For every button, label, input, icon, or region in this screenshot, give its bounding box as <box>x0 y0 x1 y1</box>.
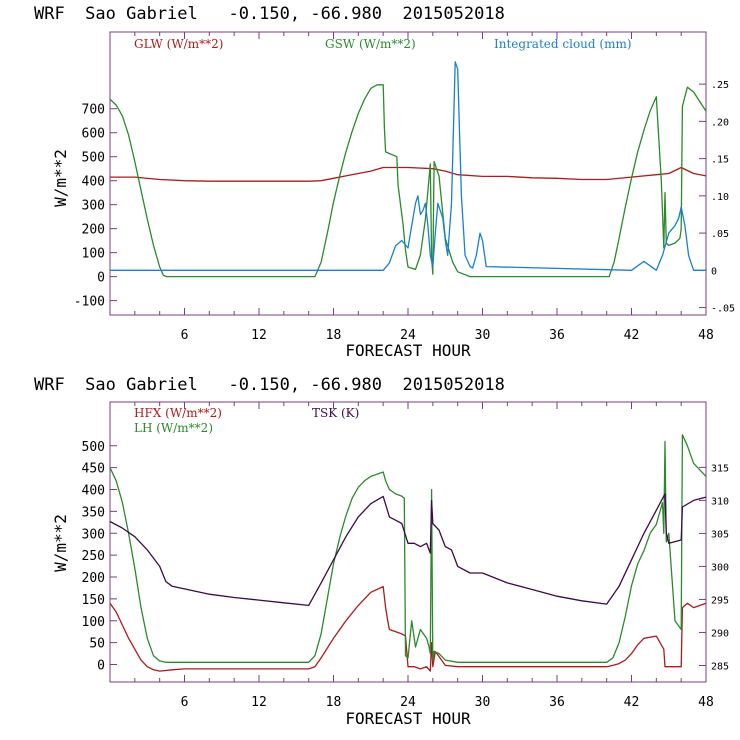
y-tick-label: -100 <box>74 295 105 310</box>
chart-2-y-right-ticks: 285 290 295 300 305 310 315 <box>699 463 729 672</box>
panel-2: WRF Sao Gabriel -0.150, -66.980 20150520… <box>34 375 729 728</box>
y-right-tick-label: .15 <box>711 155 729 166</box>
series-line-gsw <box>109 84 707 278</box>
y-tick-label: 500 <box>82 151 105 166</box>
series-line-tsk <box>109 493 707 607</box>
chart-1-y-axis-label: W/m**2 <box>51 149 70 207</box>
chart-2-legend-tsk: TSK (K) <box>312 406 359 420</box>
x-tick-label: 24 <box>400 695 416 710</box>
chart-2-title: WRF Sao Gabriel -0.150, -66.980 20150520… <box>34 375 505 395</box>
chart-1-title: WRF Sao Gabriel -0.150, -66.980 20150520… <box>34 4 505 24</box>
series-line-integrated <box>110 61 706 271</box>
y-right-tick-label: 310 <box>711 496 729 507</box>
y-right-tick-label: .25 <box>711 80 729 91</box>
chart-1-x-axis-label: FORECAST HOUR <box>345 341 471 360</box>
chart-1-series <box>109 61 707 278</box>
x-tick-label: 30 <box>475 695 491 710</box>
chart-1-plot-frame <box>109 31 707 316</box>
y-tick-label: 100 <box>82 247 105 262</box>
y-right-tick-label: 305 <box>711 529 729 540</box>
chart-2-x-ticks: 6 12 18 24 30 36 42 48 <box>134 402 714 710</box>
panel-1: WRF Sao Gabriel -0.150, -66.980 20150520… <box>34 4 735 360</box>
chart-1-legend-cloud: Integrated cloud (mm) <box>494 37 632 51</box>
chart-1-legend-glw: GLW (W/m**2) <box>134 37 223 51</box>
chart-1-y-right-ticks: -.05 0 .05 .10 .15 .20 .25 <box>699 80 735 315</box>
y-right-tick-label: -.05 <box>711 304 735 315</box>
series-line-glw <box>110 166 707 182</box>
y-tick-label: 150 <box>82 593 105 608</box>
series-line-lh <box>109 434 707 663</box>
y-tick-label: 300 <box>82 527 105 542</box>
x-tick-label: 42 <box>624 695 640 710</box>
y-tick-label: 250 <box>82 549 105 564</box>
y-tick-label: 200 <box>82 223 105 238</box>
chart-1-x-ticks: 6 12 18 24 30 36 42 48 <box>134 32 714 343</box>
y-right-tick-label: 315 <box>711 463 729 474</box>
chart-1-y-ticks: -100 0 100 200 300 400 500 600 700 <box>74 103 117 310</box>
y-tick-label: 300 <box>82 199 105 214</box>
chart-1-legend-gsw: GSW (W/m**2) <box>325 37 416 51</box>
series-line-hfx <box>109 585 707 672</box>
x-tick-label: 6 <box>181 328 189 343</box>
chart-2-x-axis-label: FORECAST HOUR <box>345 709 471 728</box>
chart-2-legend-lh: LH (W/m**2) <box>134 421 213 435</box>
y-right-tick-label: 0 <box>711 266 717 277</box>
y-tick-label: 0 <box>97 271 105 286</box>
y-tick-label: 700 <box>82 103 105 118</box>
y-right-tick-label: 285 <box>711 661 729 672</box>
y-tick-label: 400 <box>82 484 105 499</box>
y-tick-label: 0 <box>97 659 105 674</box>
x-tick-label: 12 <box>251 328 267 343</box>
x-tick-label: 42 <box>624 328 640 343</box>
x-tick-label: 6 <box>181 695 189 710</box>
y-right-tick-label: 300 <box>711 562 729 573</box>
y-right-tick-label: 295 <box>711 595 729 606</box>
y-right-tick-label: .05 <box>711 229 729 240</box>
x-tick-label: 48 <box>698 328 714 343</box>
chart-2-legend-hfx: HFX (W/m**2) <box>134 406 222 420</box>
x-tick-label: 30 <box>475 328 491 343</box>
x-tick-label: 18 <box>326 695 342 710</box>
y-tick-label: 600 <box>82 127 105 142</box>
y-tick-label: 100 <box>82 615 105 630</box>
y-tick-label: 200 <box>82 571 105 586</box>
x-tick-label: 36 <box>549 328 565 343</box>
y-tick-label: 500 <box>82 440 105 455</box>
chart-2-series <box>109 434 707 672</box>
x-tick-label: 18 <box>326 328 342 343</box>
x-tick-label: 12 <box>251 695 267 710</box>
x-tick-label: 24 <box>400 328 416 343</box>
y-right-tick-label: .20 <box>711 117 729 128</box>
x-tick-label: 36 <box>549 695 565 710</box>
y-right-tick-label: 290 <box>711 628 729 639</box>
chart-2-y-axis-label: W/m**2 <box>51 514 70 572</box>
y-tick-label: 350 <box>82 505 105 520</box>
y-right-tick-label: .10 <box>711 192 729 203</box>
x-tick-label: 48 <box>698 695 714 710</box>
y-tick-label: 450 <box>82 462 105 477</box>
chart-2-y-ticks: 0 50 100 150 200 250 300 350 400 450 500 <box>82 440 117 674</box>
y-tick-label: 50 <box>89 637 105 652</box>
y-tick-label: 400 <box>82 175 105 190</box>
